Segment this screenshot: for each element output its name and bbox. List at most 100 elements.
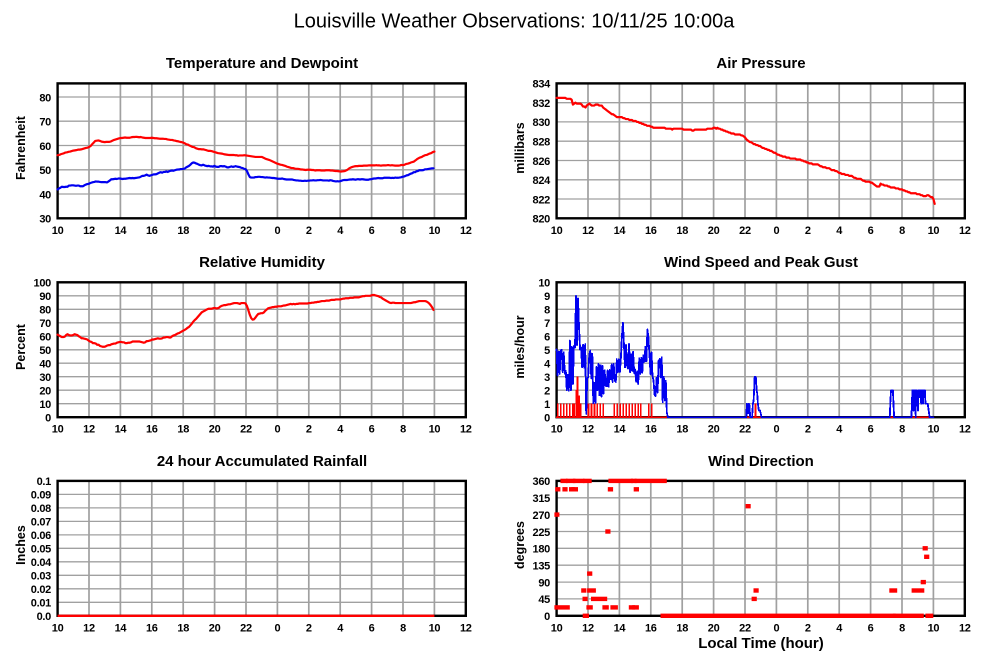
svg-text:0: 0 xyxy=(274,424,280,436)
svg-text:2: 2 xyxy=(306,225,312,237)
svg-text:Inches: Inches xyxy=(14,525,28,565)
svg-text:6: 6 xyxy=(868,225,874,237)
svg-text:18: 18 xyxy=(676,225,688,237)
svg-text:8: 8 xyxy=(899,622,905,634)
svg-text:0: 0 xyxy=(544,413,550,425)
svg-text:2: 2 xyxy=(805,225,811,237)
svg-text:60: 60 xyxy=(39,141,51,153)
svg-text:10: 10 xyxy=(551,622,563,634)
svg-text:22: 22 xyxy=(240,424,252,436)
svg-text:0.01: 0.01 xyxy=(31,598,51,610)
svg-text:22: 22 xyxy=(240,225,252,237)
svg-text:12: 12 xyxy=(959,225,971,237)
svg-text:10: 10 xyxy=(538,278,550,290)
svg-text:16: 16 xyxy=(645,225,657,237)
svg-text:315: 315 xyxy=(533,493,551,505)
svg-text:180: 180 xyxy=(533,544,551,556)
svg-text:22: 22 xyxy=(739,424,751,436)
svg-text:9: 9 xyxy=(544,291,550,303)
svg-text:0: 0 xyxy=(544,611,550,623)
svg-text:12: 12 xyxy=(959,622,971,634)
svg-text:4: 4 xyxy=(836,225,843,237)
svg-text:10: 10 xyxy=(39,399,51,411)
svg-text:90: 90 xyxy=(39,291,51,303)
svg-text:135: 135 xyxy=(533,561,551,573)
svg-text:6: 6 xyxy=(369,424,375,436)
svg-text:12: 12 xyxy=(959,424,971,436)
svg-text:6: 6 xyxy=(369,225,375,237)
svg-text:0: 0 xyxy=(274,225,280,237)
svg-text:820: 820 xyxy=(533,214,551,226)
svg-text:40: 40 xyxy=(39,359,51,371)
svg-text:10: 10 xyxy=(429,424,441,436)
svg-text:4: 4 xyxy=(337,225,344,237)
svg-text:24 hour Accumulated Rainfall: 24 hour Accumulated Rainfall xyxy=(157,453,367,470)
svg-text:270: 270 xyxy=(533,510,551,522)
svg-text:12: 12 xyxy=(582,424,594,436)
svg-text:2: 2 xyxy=(544,386,550,398)
svg-text:10: 10 xyxy=(52,424,64,436)
svg-text:14: 14 xyxy=(115,424,128,436)
svg-text:225: 225 xyxy=(533,527,551,539)
svg-text:20: 20 xyxy=(209,424,221,436)
svg-text:822: 822 xyxy=(533,194,551,206)
svg-text:0: 0 xyxy=(274,622,280,634)
svg-text:2: 2 xyxy=(805,622,811,634)
svg-text:18: 18 xyxy=(676,622,688,634)
svg-text:6: 6 xyxy=(544,332,550,344)
svg-text:30: 30 xyxy=(39,214,51,226)
svg-text:0: 0 xyxy=(773,225,779,237)
svg-text:18: 18 xyxy=(177,424,189,436)
svg-text:40: 40 xyxy=(39,189,51,201)
svg-text:10: 10 xyxy=(52,225,64,237)
svg-text:22: 22 xyxy=(240,622,252,634)
svg-text:90: 90 xyxy=(538,577,550,589)
svg-text:70: 70 xyxy=(39,318,51,330)
svg-text:0.06: 0.06 xyxy=(31,530,51,542)
svg-text:10: 10 xyxy=(928,424,940,436)
svg-text:14: 14 xyxy=(614,424,627,436)
svg-text:0: 0 xyxy=(45,413,51,425)
svg-text:830: 830 xyxy=(533,117,551,129)
svg-text:0.1: 0.1 xyxy=(37,476,52,488)
svg-text:10: 10 xyxy=(928,622,940,634)
svg-text:22: 22 xyxy=(739,225,751,237)
svg-text:826: 826 xyxy=(533,156,551,168)
svg-text:50: 50 xyxy=(39,345,51,357)
svg-text:832: 832 xyxy=(533,98,551,110)
svg-text:10: 10 xyxy=(551,424,563,436)
svg-text:10: 10 xyxy=(429,622,441,634)
svg-text:0.07: 0.07 xyxy=(31,517,51,529)
svg-text:12: 12 xyxy=(83,424,95,436)
svg-text:12: 12 xyxy=(83,622,95,634)
svg-text:12: 12 xyxy=(460,424,472,436)
svg-text:miles/hour: miles/hour xyxy=(513,315,527,378)
svg-text:Air Pressure: Air Pressure xyxy=(716,55,805,72)
svg-text:4: 4 xyxy=(836,622,843,634)
svg-text:0.05: 0.05 xyxy=(31,544,51,556)
svg-text:10: 10 xyxy=(52,622,64,634)
svg-text:50: 50 xyxy=(39,165,51,177)
svg-text:0: 0 xyxy=(773,424,779,436)
svg-text:0.02: 0.02 xyxy=(31,584,51,596)
svg-text:20: 20 xyxy=(209,225,221,237)
svg-text:12: 12 xyxy=(460,622,472,634)
svg-text:degrees: degrees xyxy=(513,521,527,569)
svg-text:8: 8 xyxy=(400,424,406,436)
svg-text:2: 2 xyxy=(306,424,312,436)
svg-text:80: 80 xyxy=(39,92,51,104)
svg-text:3: 3 xyxy=(544,372,550,384)
svg-text:4: 4 xyxy=(544,359,551,371)
svg-text:millibars: millibars xyxy=(513,122,527,173)
svg-text:12: 12 xyxy=(460,225,472,237)
svg-text:18: 18 xyxy=(177,622,189,634)
svg-text:8: 8 xyxy=(400,622,406,634)
svg-text:5: 5 xyxy=(544,345,550,357)
svg-text:10: 10 xyxy=(429,225,441,237)
svg-text:20: 20 xyxy=(708,424,720,436)
svg-text:8: 8 xyxy=(899,424,905,436)
svg-text:4: 4 xyxy=(337,424,344,436)
svg-text:Temperature and Dewpoint: Temperature and Dewpoint xyxy=(166,55,358,72)
svg-text:8: 8 xyxy=(899,225,905,237)
svg-text:16: 16 xyxy=(146,424,158,436)
